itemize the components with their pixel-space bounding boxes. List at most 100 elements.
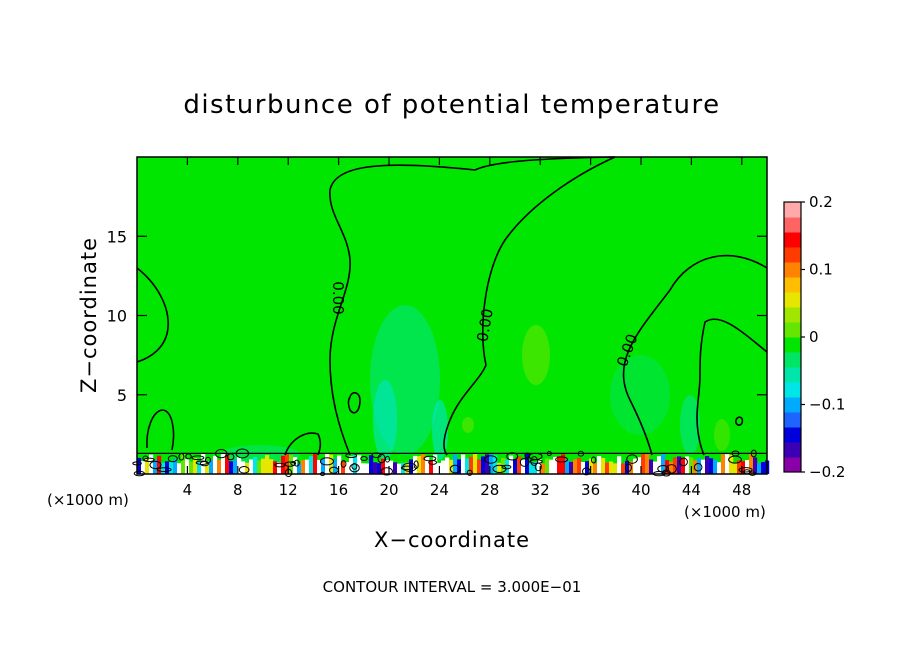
surface-cell [565,459,570,474]
colorbar-segment [784,277,801,293]
surface-cell [389,460,394,474]
surface-contour [156,467,172,472]
surface-cell [385,460,390,474]
surface-cell [621,463,626,474]
surface-cell [569,461,574,474]
surface-cell [225,454,230,474]
surface-cell [285,453,290,474]
surface-cell [761,462,766,474]
surface-contour [191,455,205,461]
colorbar-tick-label: −0.1 [809,396,845,414]
surface-cell [441,460,446,474]
surface-cell [701,459,706,474]
surface-cell [141,461,146,474]
x-axis-label: X−coordinate [374,528,530,552]
surface-contour [274,462,286,468]
y-ticks: 5 10 15 [107,227,767,405]
x-tick-label: 12 [279,481,298,499]
surface-cell [537,458,542,474]
surface-cell [549,459,554,474]
surface-cell [693,460,698,474]
contour-left-bump [146,409,175,451]
surface-contour [149,460,162,470]
surface-cell [405,462,410,474]
plot-area: 0.00 0.00 0.00 4 8 12 16 20 24 28 32 36 40 44 48 51… [107,156,770,499]
surface-contour [506,452,519,461]
surface-cell [617,456,622,474]
zero-contours [136,156,768,456]
surface-cell [305,459,310,474]
surface-cell [581,462,586,474]
x-tick-label: 4 [183,481,193,499]
surface-cell [297,463,302,474]
surface-cell [217,460,222,474]
surface-cell [477,459,482,474]
surface-cell [689,457,694,474]
surface-cell [541,463,546,474]
surface-cell [745,460,750,474]
surface-cell [613,463,618,474]
surface-cell [465,458,470,474]
surface-cell [281,455,286,474]
surface-cell [605,462,610,474]
surface-cell [425,457,430,474]
surface-cell [505,459,510,474]
anomaly-warm-2 [462,417,474,433]
contour-plume-2 [443,156,616,456]
surface-layer [132,448,770,478]
surface-cell [725,454,730,474]
surface-cell [377,463,382,474]
surface-cell [201,453,206,474]
x-tick-label: 8 [233,481,243,499]
contour-plume-3 [622,254,768,456]
surface-cell [709,458,714,474]
x-tick-label: 40 [631,481,650,499]
surface-cell [749,453,754,474]
surface-contour [679,457,688,467]
surface-cell [453,454,458,474]
contour-plume-4 [696,318,768,456]
surface-cell [417,456,422,474]
surface-cell [489,453,494,474]
surface-cell [181,453,186,474]
surface-cell [373,462,378,474]
anomaly-cool-5 [680,395,700,455]
surface-cell [137,457,142,474]
surface-contour [666,464,677,474]
x-tick-label: 20 [379,481,398,499]
surface-contour [340,460,347,468]
surface-cell [753,457,758,474]
surface-cell [529,462,534,474]
surface-contour [428,460,438,465]
surface-cell [209,460,214,474]
surface-cell [497,462,502,474]
surface-cell [153,459,158,474]
surface-cell [333,458,338,474]
surface-cell [205,461,210,474]
surface-cell [421,454,426,474]
surface-cell [481,456,486,474]
surface-cell [641,453,646,474]
surface-cell [325,453,330,474]
surface-contour [661,469,671,477]
y-tick-label: 10 [107,307,127,326]
surface-cell [557,456,562,474]
surface-cell [729,454,734,474]
contour-plume-1 [329,156,616,456]
surface-cell [717,462,722,474]
surface-cell [397,463,402,474]
x-unit-left: (×1000 m) [47,491,129,509]
surface-cell [161,462,166,474]
field-background [137,157,767,474]
surface-cell [229,461,234,474]
surface-cell [705,456,710,474]
colorbar-segment [784,397,801,413]
surface-cell [577,457,582,474]
colorbar-segment [784,292,801,308]
surface-cell [429,459,434,474]
surface-cell [545,458,550,474]
surface-contour [466,469,473,476]
surface-cell [269,459,274,474]
surface-contour [293,459,300,467]
surface-cell [145,458,150,474]
